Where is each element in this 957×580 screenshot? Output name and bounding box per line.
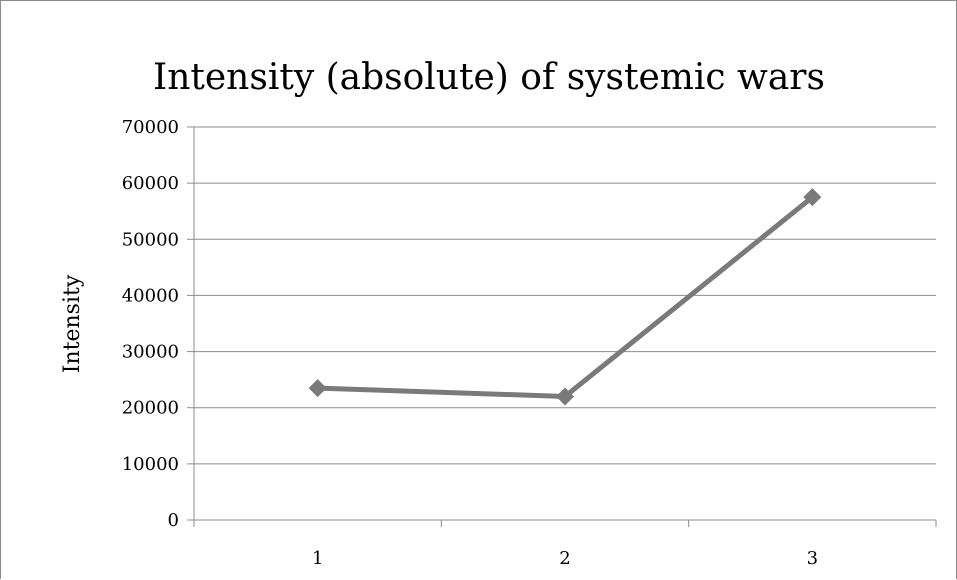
chart-title: Intensity (absolute) of systemic wars bbox=[153, 57, 825, 98]
data-point-marker bbox=[803, 188, 822, 207]
y-tick-label: 0 bbox=[168, 510, 179, 531]
y-axis-label: Intensity bbox=[60, 274, 85, 373]
x-tick-label: 2 bbox=[559, 548, 570, 569]
x-tick-label: 1 bbox=[312, 548, 323, 569]
y-tick-label: 10000 bbox=[122, 454, 179, 475]
y-tick-label: 40000 bbox=[122, 285, 179, 306]
x-tick-labels: 1 2 3 bbox=[312, 548, 818, 569]
gridlines bbox=[187, 126, 937, 527]
y-tick-label: 60000 bbox=[122, 173, 179, 194]
data-point-marker bbox=[556, 387, 574, 406]
y-tick-labels: 0 10000 20000 30000 40000 50000 60000 70000 bbox=[122, 117, 179, 531]
data-series bbox=[308, 188, 822, 406]
y-tick-label: 20000 bbox=[122, 398, 179, 419]
y-tick-label: 70000 bbox=[122, 117, 179, 138]
y-tick-label: 50000 bbox=[122, 229, 179, 250]
x-tick-label: 3 bbox=[807, 548, 818, 569]
data-point-marker bbox=[308, 379, 327, 398]
y-tick-label: 30000 bbox=[122, 342, 179, 363]
series-line bbox=[315, 194, 815, 399]
